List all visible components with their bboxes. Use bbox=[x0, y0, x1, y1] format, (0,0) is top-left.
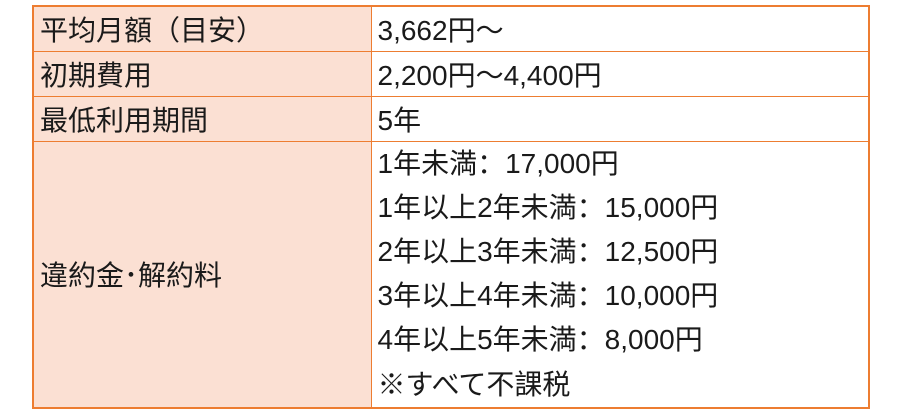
minimum-period-label: 最低利用期間 bbox=[32, 95, 372, 142]
table-row: 違約金･解約料 1年未満：17,000円 1年以上2年未満：15,000円 2年… bbox=[32, 140, 870, 409]
table-row: 最低利用期間 5年 bbox=[32, 95, 870, 142]
pricing-table: 平均月額（目安） 3,662円～ 初期費用 2,200円～4,400円 最低利用… bbox=[32, 5, 870, 409]
cancellation-fee-line: 4年以上5年未満：8,000円 bbox=[377, 324, 703, 356]
cancellation-fee-label: 違約金･解約料 bbox=[32, 140, 372, 409]
average-monthly-value: 3,662円～ bbox=[370, 5, 870, 52]
tax-note: ※すべて不課税 bbox=[377, 368, 571, 400]
minimum-period-value: 5年 bbox=[370, 95, 870, 142]
cancellation-fee-line: 1年未満：17,000円 bbox=[377, 147, 619, 179]
cancellation-fee-line: 2年以上3年未満：12,500円 bbox=[377, 236, 719, 268]
initial-cost-value: 2,200円～4,400円 bbox=[370, 50, 870, 97]
cancellation-fee-line: 1年以上2年未満：15,000円 bbox=[377, 191, 719, 223]
cancellation-fee-value: 1年未満：17,000円 1年以上2年未満：15,000円 2年以上3年未満：1… bbox=[370, 140, 870, 409]
initial-cost-label: 初期費用 bbox=[32, 50, 372, 97]
cancellation-fee-line: 3年以上4年未満：10,000円 bbox=[377, 280, 719, 312]
table-row: 初期費用 2,200円～4,400円 bbox=[32, 50, 870, 97]
table-row: 平均月額（目安） 3,662円～ bbox=[32, 5, 870, 52]
average-monthly-label: 平均月額（目安） bbox=[32, 5, 372, 52]
